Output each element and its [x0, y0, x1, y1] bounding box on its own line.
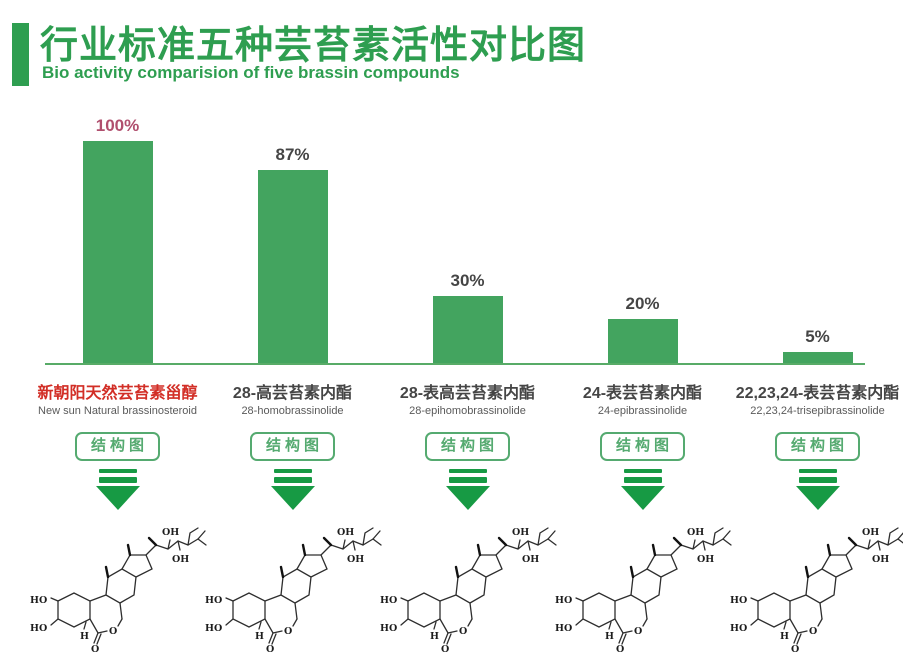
structure-button[interactable]: 结构图	[74, 432, 160, 461]
down-arrow-icon	[444, 469, 492, 511]
compound-name-en: 24-epibrassinolide	[597, 405, 688, 417]
molecule-structure	[378, 515, 558, 655]
structure-button[interactable]: 结构图	[774, 432, 860, 461]
molecule-structure	[728, 515, 903, 655]
compound-name-en: 22,23,24-trisepibrassinolide	[750, 405, 885, 417]
down-arrow-icon	[794, 469, 842, 511]
bar	[82, 141, 153, 363]
compound-name-cn: 28-高芸苔素内酯	[232, 385, 353, 402]
bar	[257, 170, 328, 363]
bar	[607, 319, 678, 363]
compound-name-cn: 24-表芸苔素内酯	[582, 385, 703, 402]
down-arrow-icon	[269, 469, 317, 511]
compound-name-en: 28-homobrassinolide	[241, 405, 344, 417]
compound-column-1: 新朝阳天然芸苔素甾醇 New sun Natural brassinostero…	[28, 384, 208, 655]
compound-name-en: 28-epihomobrassinolide	[409, 405, 526, 417]
chart-column-2: 87%	[205, 113, 380, 363]
chart-column-5: 5%	[730, 113, 903, 363]
molecule-structure	[203, 515, 383, 655]
compound-column-4: 24-表芸苔素内酯 24-epibrassinolide 结构图	[553, 384, 733, 655]
compound-column-5: 22,23,24-表芸苔素内酯 22,23,24-trisepibrassino…	[728, 384, 903, 655]
bar-chart: 100% 87% 30% 20% 5%	[30, 113, 903, 363]
bar	[432, 296, 503, 363]
structure-button[interactable]: 结构图	[599, 432, 685, 461]
compound-name-en: New sun Natural brassinosteroid	[38, 405, 197, 417]
down-arrow-icon	[94, 469, 142, 511]
bar-value-label: 20%	[625, 294, 660, 313]
chart-column-1: 100%	[30, 113, 205, 363]
structure-button[interactable]: 结构图	[424, 432, 510, 461]
bar-value-label: 100%	[95, 116, 140, 135]
chart-baseline	[45, 363, 865, 365]
molecule-structure	[553, 515, 733, 655]
bar-value-label: 5%	[805, 327, 830, 346]
down-arrow-icon	[619, 469, 667, 511]
compound-name-cn: 28-表高芸苔素内酯	[399, 385, 536, 402]
compound-name-cn: 新朝阳天然芸苔素甾醇	[37, 385, 198, 402]
chart-column-3: 30%	[380, 113, 555, 363]
compound-column-2: 28-高芸苔素内酯 28-homobrassinolide 结构图	[203, 384, 383, 655]
molecule-structure	[28, 515, 208, 655]
page-title: 行业标准五种芸苔素活性对比图	[40, 25, 587, 67]
bar-value-label: 87%	[275, 145, 310, 164]
title-accent-bar	[12, 23, 29, 86]
bar	[782, 352, 853, 363]
compound-columns: 新朝阳天然芸苔素甾醇 New sun Natural brassinostero…	[28, 384, 903, 655]
page-subtitle: Bio activity comparision of five brassin…	[42, 63, 460, 82]
compound-name-cn: 22,23,24-表芸苔素内酯	[735, 385, 900, 402]
chart-column-4: 20%	[555, 113, 730, 363]
compound-column-3: 28-表高芸苔素内酯 28-epihomobrassinolide 结构图	[378, 384, 558, 655]
structure-button[interactable]: 结构图	[249, 432, 335, 461]
bar-value-label: 30%	[450, 271, 485, 290]
